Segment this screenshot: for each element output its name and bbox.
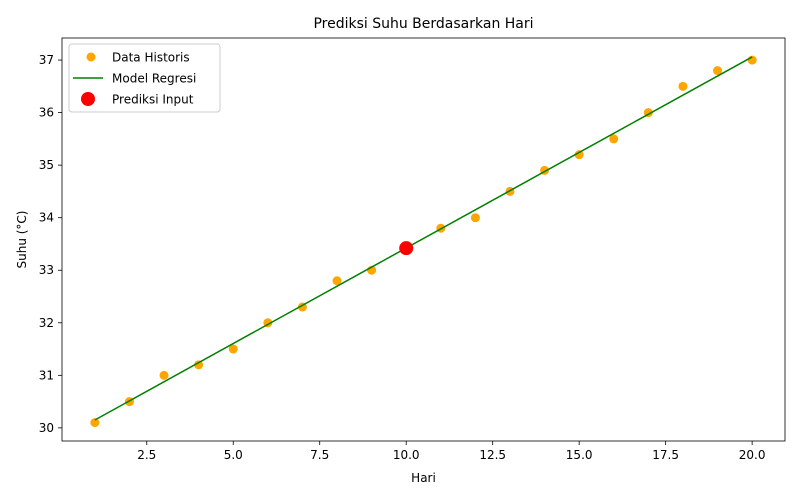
- y-tick-label: 31: [39, 368, 54, 382]
- legend-box: [68, 43, 221, 113]
- point-data-historis: [194, 360, 204, 370]
- x-axis-label: Hari: [411, 471, 436, 485]
- x-tick-label: 20.0: [739, 448, 766, 462]
- y-axis: 30 31 32 33 34 35 36 37: [39, 53, 62, 435]
- x-axis: 2.5 5.0 7.5 10.0 12.5 15.0 17.5 20.0: [137, 441, 765, 462]
- y-tick-label: 36: [39, 106, 54, 120]
- x-tick-label: 15.0: [566, 448, 593, 462]
- chart-title: Prediksi Suhu Berdasarkan Hari: [313, 16, 533, 32]
- legend-label-model-regresi: Model Regresi: [112, 72, 196, 86]
- x-tick-label: 12.5: [479, 448, 506, 462]
- legend: Data Historis Model Regresi Prediksi Inp…: [68, 43, 221, 113]
- y-tick-label: 32: [39, 316, 54, 330]
- point-prediksi-input: [399, 241, 414, 256]
- legend-label-prediksi-input: Prediksi Input: [112, 93, 194, 107]
- y-tick-label: 34: [39, 211, 54, 225]
- point-data-historis: [332, 276, 342, 286]
- line-model-regresi: [94, 56, 753, 421]
- point-data-historis: [159, 370, 169, 380]
- legend-marker-prediksi-input: [81, 92, 95, 106]
- plot-area-frame: [61, 37, 786, 442]
- x-tick-label: 7.5: [310, 448, 329, 462]
- point-data-historis: [228, 344, 238, 354]
- x-tick-label: 17.5: [652, 448, 679, 462]
- legend-label-data-historis: Data Historis: [112, 51, 190, 65]
- point-data-historis: [470, 213, 480, 223]
- x-tick-label: 5.0: [224, 448, 243, 462]
- y-tick-label: 30: [39, 421, 54, 435]
- point-data-historis: [609, 134, 619, 144]
- point-data-historis: [678, 81, 688, 91]
- y-tick-label: 35: [39, 158, 54, 172]
- x-tick-label: 10.0: [393, 448, 420, 462]
- plot-layer: [90, 55, 757, 428]
- point-data-historis: [574, 150, 584, 160]
- x-tick-label: 2.5: [137, 448, 156, 462]
- y-tick-label: 33: [39, 263, 54, 277]
- point-data-historis: [713, 66, 723, 76]
- point-data-historis: [90, 418, 100, 428]
- y-tick-label: 37: [39, 53, 54, 67]
- y-axis-label: Suhu (°C): [15, 211, 29, 269]
- legend-marker-data-historis: [86, 52, 96, 62]
